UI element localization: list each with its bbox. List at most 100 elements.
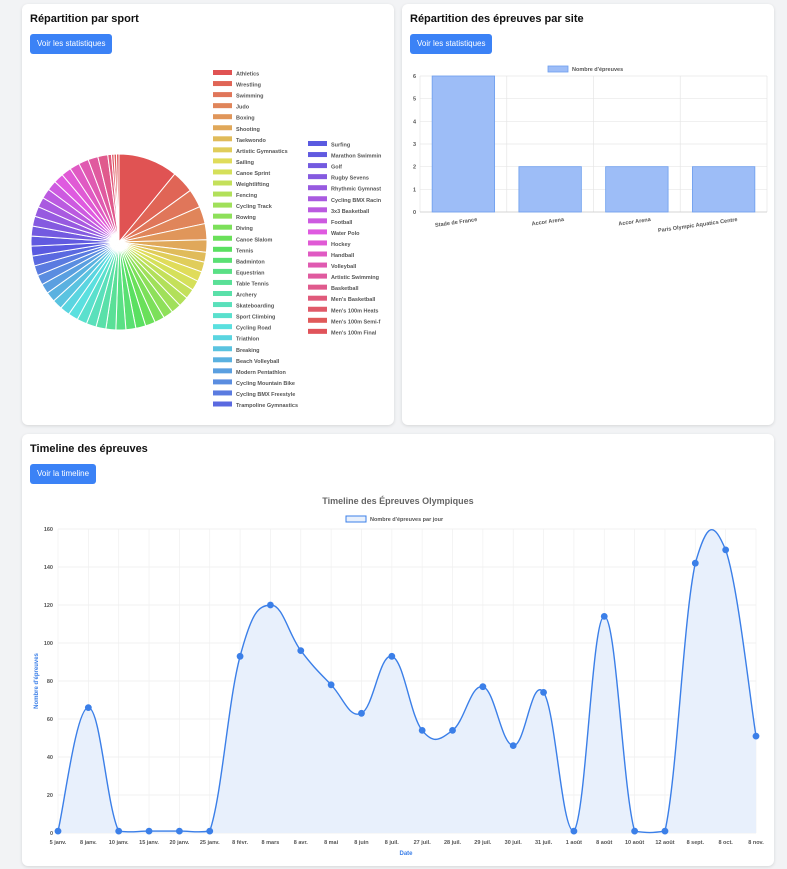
legend-swatch bbox=[213, 302, 232, 308]
legend-swatch bbox=[308, 295, 327, 301]
timeline-card: Timeline des épreuves Voir la timeline T… bbox=[22, 434, 774, 866]
legend-swatch bbox=[213, 147, 232, 153]
y-tick-label: 0 bbox=[413, 210, 416, 216]
pie-slice bbox=[115, 153, 120, 243]
data-point bbox=[206, 827, 214, 835]
data-point bbox=[570, 827, 578, 835]
x-tick-label: 8 mars bbox=[262, 840, 280, 846]
y-tick-label: 0 bbox=[50, 831, 53, 837]
y-tick-label: 40 bbox=[47, 755, 53, 761]
legend-swatch bbox=[213, 180, 232, 186]
legend-swatch bbox=[308, 196, 327, 202]
data-point bbox=[540, 689, 547, 696]
legend-label: Weightlifting bbox=[236, 182, 269, 188]
legend-label: Sailing bbox=[236, 160, 254, 166]
legend-swatch bbox=[213, 357, 232, 363]
legend-swatch bbox=[213, 224, 232, 230]
x-tick-label: 1 août bbox=[566, 840, 582, 846]
legend-label: Surfing bbox=[331, 143, 350, 149]
data-point bbox=[388, 652, 396, 660]
legend-swatch bbox=[213, 291, 232, 296]
x-tick-label: 8 juil. bbox=[385, 840, 400, 846]
y-tick-label: 80 bbox=[47, 679, 53, 685]
legend-label: Shooting bbox=[236, 127, 260, 133]
legend-label: Judo bbox=[236, 105, 250, 111]
legend-swatch bbox=[308, 185, 327, 191]
y-tick-label: 160 bbox=[44, 527, 53, 533]
x-axis-label: Date bbox=[399, 851, 413, 857]
x-tick-label: 31 juil. bbox=[535, 840, 553, 846]
legend-swatch bbox=[308, 174, 327, 180]
legend-label: Athletics bbox=[236, 72, 259, 78]
legend-label: Boxing bbox=[236, 116, 255, 122]
data-point bbox=[661, 827, 669, 835]
legend-swatch bbox=[213, 202, 232, 208]
legend-swatch bbox=[213, 368, 232, 374]
legend-swatch bbox=[308, 306, 327, 312]
legend-label: Handball bbox=[331, 253, 355, 259]
sport-pie-chart: Athletics Wrestling Swimming Judo Boxing Shoo… bbox=[30, 70, 382, 409]
x-tick-label: Accor Arena bbox=[531, 217, 565, 228]
sport-stats-button[interactable]: Voir les statistiques bbox=[30, 34, 113, 54]
legend-swatch bbox=[213, 81, 232, 87]
bar bbox=[431, 75, 496, 213]
x-tick-label: 8 juin bbox=[354, 840, 369, 846]
site-stats-button[interactable]: Voir les statistiques bbox=[410, 34, 493, 54]
legend-label: Sport Climbing bbox=[236, 315, 275, 321]
legend-swatch bbox=[308, 251, 327, 257]
legend-swatch bbox=[213, 279, 232, 285]
legend-label: Marathon Swimmin bbox=[331, 154, 382, 160]
bar bbox=[518, 166, 582, 213]
legend-swatch bbox=[213, 169, 232, 175]
site-card-title: Répartition des épreuves par site bbox=[410, 13, 584, 25]
timeline-button[interactable]: Voir la timeline bbox=[30, 464, 97, 484]
x-tick-label: 8 janv. bbox=[80, 840, 97, 846]
legend-label: Equestrian bbox=[236, 270, 265, 276]
data-point bbox=[175, 827, 183, 835]
x-tick-label: 25 janv. bbox=[200, 840, 220, 846]
data-point bbox=[145, 827, 153, 835]
x-tick-label: Stade de France bbox=[435, 217, 478, 229]
legend-label: Men's 100m Semi-f bbox=[331, 319, 380, 325]
legend-swatch bbox=[345, 515, 367, 523]
legend-label: Cycling BMX Racin bbox=[331, 198, 382, 204]
x-tick-label: 15 janv. bbox=[139, 840, 159, 846]
legend-swatch bbox=[213, 246, 232, 252]
x-tick-label: 28 juil. bbox=[444, 840, 462, 846]
legend-swatch bbox=[213, 379, 232, 385]
legend-label: Artistic Swimming bbox=[331, 275, 379, 281]
legend-swatch bbox=[213, 335, 232, 341]
legend-swatch bbox=[213, 103, 232, 109]
legend-swatch bbox=[213, 346, 232, 352]
legend-label: Swimming bbox=[236, 94, 264, 100]
legend-label: Football bbox=[331, 220, 353, 226]
legend-swatch bbox=[308, 141, 327, 146]
timeline-card-title: Timeline des épreuves bbox=[30, 443, 148, 455]
legend-label: Cycling Mountain Bike bbox=[236, 381, 295, 387]
x-tick-label: 8 mai bbox=[324, 840, 339, 846]
legend-swatch bbox=[308, 284, 327, 290]
y-tick-label: 3 bbox=[413, 142, 416, 148]
legend-swatch bbox=[213, 136, 232, 142]
legend-swatch bbox=[213, 125, 232, 131]
legend-label: Canoe Slalom bbox=[236, 237, 272, 243]
x-tick-label: 8 août bbox=[596, 840, 612, 846]
x-tick-label: 8 févr. bbox=[232, 840, 248, 846]
x-tick-label: 8 sept. bbox=[687, 840, 705, 846]
legend-label: Nombre d'épreuves par jour bbox=[370, 517, 444, 523]
y-axis-label: Nombre d'épreuves bbox=[34, 652, 40, 708]
legend-label: Men's 100m Final bbox=[331, 330, 377, 336]
legend-label: Artistic Gymnastics bbox=[236, 149, 288, 155]
data-point bbox=[631, 827, 639, 835]
y-tick-label: 60 bbox=[47, 717, 53, 723]
legend-label: Cycling Track bbox=[236, 204, 273, 210]
legend-label: Table Tennis bbox=[236, 281, 269, 287]
x-tick-label: 10 août bbox=[625, 840, 644, 846]
legend-label: Diving bbox=[236, 226, 253, 232]
y-tick-label: 6 bbox=[413, 74, 416, 80]
data-point bbox=[236, 652, 244, 660]
y-tick-label: 100 bbox=[44, 641, 53, 647]
legend-swatch bbox=[308, 229, 327, 235]
legend-label: Archery bbox=[236, 293, 258, 299]
legend-label: Basketball bbox=[331, 286, 359, 292]
